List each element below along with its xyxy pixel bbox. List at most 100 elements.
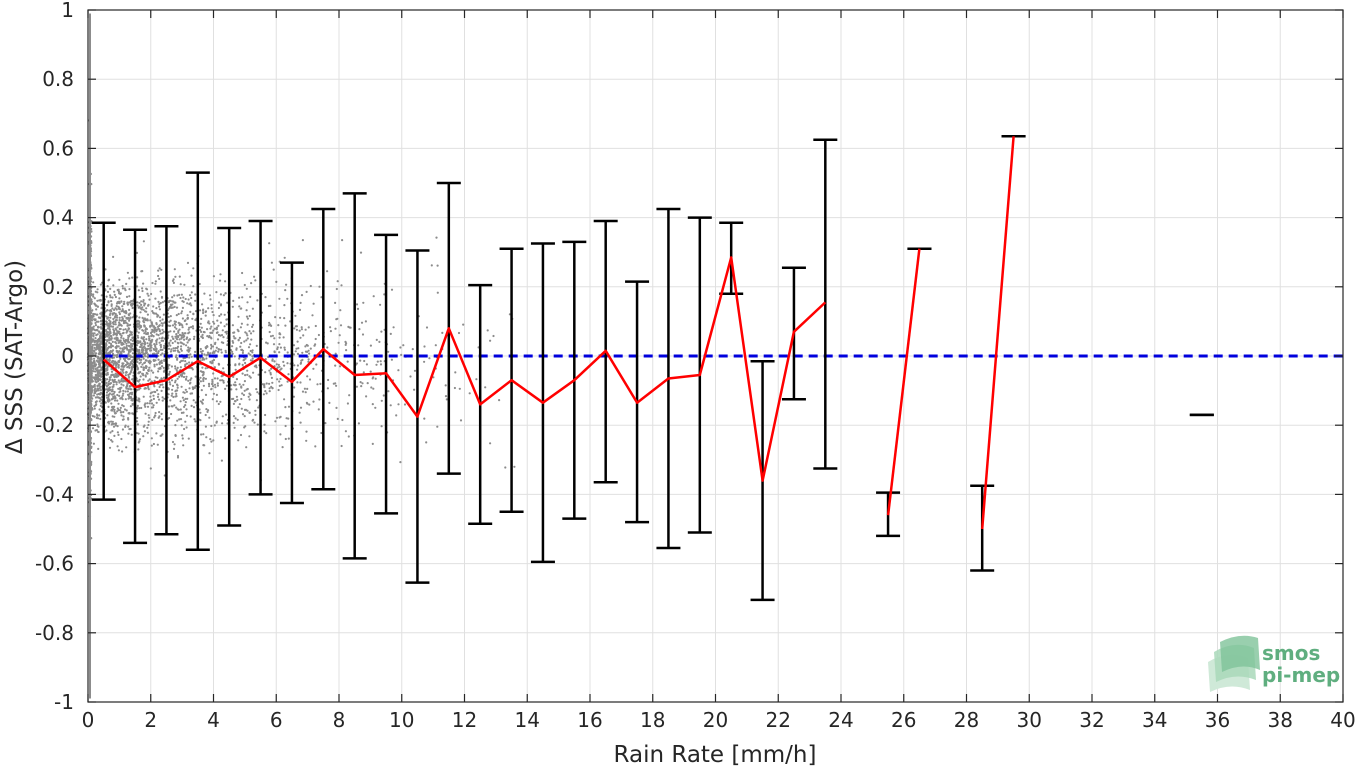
scatter-point [108,313,111,317]
scatter-point [212,439,215,442]
scatter-point [113,354,116,357]
scatter-point [213,322,216,325]
scatter-point [200,433,203,436]
scatter-point [248,330,251,333]
scatter-point [423,360,426,363]
scatter-point [167,334,170,337]
scatter-point [117,387,120,390]
scatter-point [226,343,229,347]
y-tick-label: -0.2 [35,413,74,437]
scatter-point [159,290,162,293]
scatter-point [314,324,317,328]
scatter-point [326,270,329,273]
scatter-point [212,372,215,375]
scatter-point [100,402,103,405]
scatter-point [217,350,220,353]
scatter-point [115,333,118,336]
scatter-point [204,413,207,417]
scatter-point [361,333,365,336]
scatter-point [185,414,189,417]
scatter-point [161,332,164,335]
scatter-point [98,400,101,403]
scatter-point [148,402,151,405]
scatter-point [225,318,228,321]
scatter-point [199,411,202,414]
scatter-point [181,324,184,327]
scatter-point [184,420,187,423]
scatter-point [255,366,258,369]
scatter-point [199,376,202,379]
scatter-point [137,306,140,309]
scatter-point [148,366,151,369]
scatter-point [104,381,107,385]
scatter-point [146,292,149,295]
scatter-point [238,383,241,386]
scatter-point [201,349,204,353]
scatter-point [119,341,123,344]
scatter-point [122,368,125,371]
scatter-point [143,430,146,433]
error-bar [91,221,116,501]
scatter-point [172,447,176,450]
scatter-point [96,325,100,328]
scatter-point [444,395,448,398]
scatter-point [221,415,224,418]
scatter-point [131,303,134,306]
scatter-point [142,378,145,381]
scatter-point [274,420,277,423]
scatter-point [211,331,214,334]
scatter-point [155,432,158,435]
scatter-point [123,365,126,368]
scatter-point [271,359,274,362]
scatter-point [346,402,349,405]
scatter-point [179,418,183,421]
scatter-point [112,425,116,428]
scatter-point [127,387,130,390]
scatter-point [492,334,495,338]
scatter-point [142,435,145,438]
scatter-point [232,402,235,405]
scatter-point [138,327,141,330]
scatter-point [211,382,214,385]
scatter-point [138,378,141,381]
scatter-point [150,321,153,324]
scatter-point [110,338,113,341]
scatter-point [365,363,368,366]
scatter-point [127,314,131,317]
scatter-point [299,301,302,304]
scatter-point [106,285,109,288]
scatter-point [94,321,97,325]
scatter-point [306,375,309,378]
scatter-point [180,349,183,352]
scatter-point [232,335,235,338]
scatter-point [271,387,274,390]
scatter-point [240,407,243,410]
scatter-point [269,335,273,338]
scatter-point [213,377,217,380]
scatter-point [232,375,235,378]
scatter-point [129,405,132,408]
scatter-point [298,411,301,414]
scatter-point [139,311,142,314]
mean-line-layer [102,136,1015,530]
scatter-point [215,393,218,396]
scatter-point [167,315,170,319]
scatter-point [98,414,101,417]
scatter-point [159,360,162,363]
scatter-point [268,242,271,245]
scatter-point [94,404,97,407]
logo-text-pi-mep: pi-mep [1262,663,1340,687]
scatter-point [175,327,178,330]
scatter-point [175,314,178,317]
scatter-point [209,352,212,355]
scatter-point [250,338,253,341]
scatter-point [167,347,171,350]
scatter-point [124,338,128,341]
scatter-point [199,347,202,351]
scatter-point [107,394,110,398]
scatter-point [379,363,383,366]
scatter-point [150,444,153,447]
scatter-point [94,304,97,307]
scatter-point [113,308,116,311]
scatter-point [157,269,160,272]
